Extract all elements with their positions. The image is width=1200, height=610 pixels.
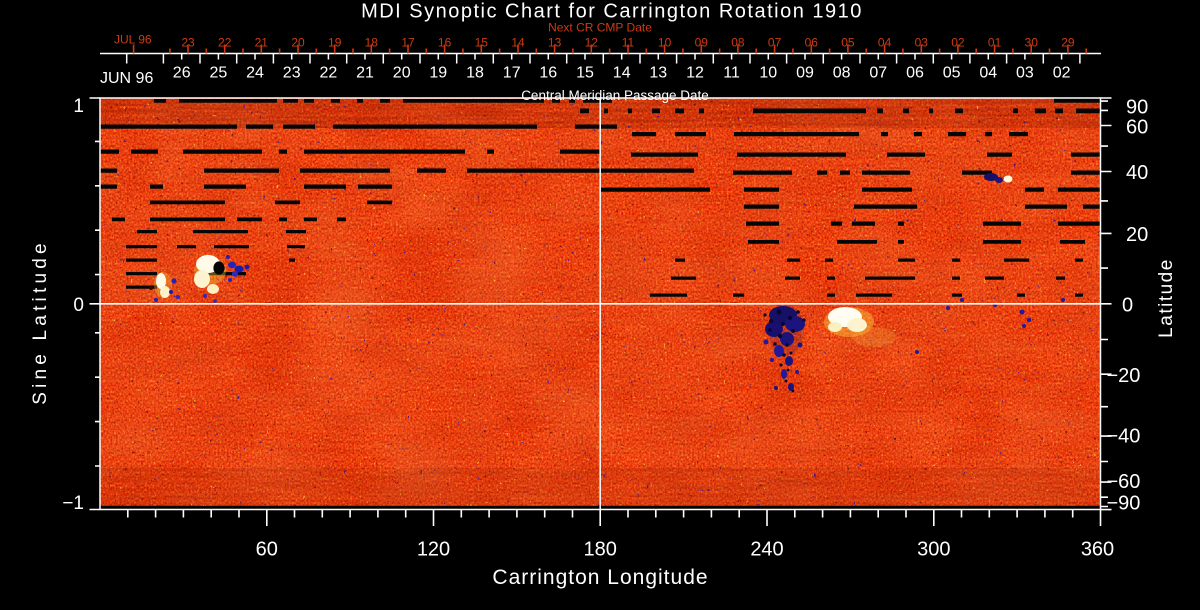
svg-text:12: 12	[686, 65, 704, 82]
svg-text:06: 06	[805, 36, 819, 50]
svg-text:10: 10	[658, 36, 672, 50]
svg-text:90: 90	[1126, 97, 1148, 119]
svg-text:04: 04	[878, 36, 892, 50]
svg-text:13: 13	[649, 65, 667, 82]
svg-text:23: 23	[283, 65, 301, 82]
svg-text:02: 02	[1053, 65, 1071, 82]
svg-text:05: 05	[943, 65, 961, 82]
svg-text:13: 13	[548, 36, 562, 50]
svg-text:22: 22	[218, 36, 232, 50]
svg-text:09: 09	[695, 36, 709, 50]
svg-text:60: 60	[1126, 117, 1148, 139]
svg-text:24: 24	[246, 65, 264, 82]
svg-text:20: 20	[1126, 224, 1148, 246]
svg-text:04: 04	[979, 65, 997, 82]
svg-text:JUN 96: JUN 96	[100, 70, 153, 87]
svg-text:08: 08	[731, 36, 745, 50]
svg-text:02: 02	[951, 36, 965, 50]
svg-text:07: 07	[869, 65, 887, 82]
svg-text:03: 03	[915, 36, 929, 50]
svg-text:15: 15	[475, 36, 489, 50]
svg-text:12: 12	[585, 36, 599, 50]
svg-text:360: 360	[1081, 539, 1114, 561]
svg-text:JUL 96: JUL 96	[114, 33, 152, 47]
svg-text:60: 60	[256, 539, 278, 561]
svg-text:−20: −20	[1107, 365, 1141, 387]
svg-text:19: 19	[429, 65, 447, 82]
svg-text:06: 06	[906, 65, 924, 82]
svg-text:10: 10	[759, 65, 777, 82]
svg-text:16: 16	[539, 65, 557, 82]
svg-text:22: 22	[320, 65, 338, 82]
svg-text:Carrington Longitude: Carrington Longitude	[492, 566, 708, 589]
svg-text:0: 0	[1122, 295, 1133, 317]
svg-text:40: 40	[1126, 162, 1148, 184]
svg-text:0: 0	[73, 295, 84, 316]
svg-text:08: 08	[833, 65, 851, 82]
svg-text:300: 300	[917, 539, 950, 561]
svg-text:20: 20	[291, 36, 305, 50]
svg-text:18: 18	[466, 65, 484, 82]
svg-text:09: 09	[796, 65, 814, 82]
svg-text:25: 25	[210, 65, 228, 82]
svg-text:120: 120	[417, 539, 450, 561]
svg-text:16: 16	[438, 36, 452, 50]
svg-text:26: 26	[173, 65, 191, 82]
svg-text:05: 05	[841, 36, 855, 50]
svg-text:Sine Latitude: Sine Latitude	[30, 239, 51, 405]
svg-text:19: 19	[328, 36, 342, 50]
svg-text:17: 17	[503, 65, 521, 82]
svg-text:Latitude: Latitude	[1156, 258, 1177, 338]
svg-text:−40: −40	[1107, 426, 1141, 448]
svg-text:07: 07	[768, 36, 782, 50]
svg-text:29: 29	[1061, 36, 1075, 50]
svg-text:21: 21	[356, 65, 374, 82]
svg-text:01: 01	[988, 36, 1002, 50]
svg-text:03: 03	[1016, 65, 1034, 82]
svg-text:21: 21	[255, 36, 269, 50]
svg-text:11: 11	[723, 65, 740, 82]
svg-text:240: 240	[750, 539, 783, 561]
svg-text:−1: −1	[62, 493, 84, 514]
svg-text:11: 11	[622, 36, 635, 50]
svg-text:Next CR CMP Date: Next CR CMP Date	[548, 21, 652, 35]
svg-text:MDI Synoptic Chart for Carring: MDI Synoptic Chart for Carrington Rotati…	[361, 1, 863, 23]
svg-text:1: 1	[73, 96, 84, 117]
svg-text:14: 14	[511, 36, 525, 50]
svg-text:Central Meridian Passage Date: Central Meridian Passage Date	[521, 88, 709, 103]
svg-text:−60: −60	[1107, 471, 1141, 493]
svg-text:−90: −90	[1107, 493, 1141, 515]
svg-text:30: 30	[1025, 36, 1039, 50]
svg-text:14: 14	[613, 65, 631, 82]
svg-text:18: 18	[365, 36, 379, 50]
svg-text:20: 20	[393, 65, 411, 82]
svg-text:15: 15	[576, 65, 594, 82]
svg-text:180: 180	[584, 539, 617, 561]
svg-text:23: 23	[181, 36, 195, 50]
svg-text:17: 17	[401, 36, 415, 50]
